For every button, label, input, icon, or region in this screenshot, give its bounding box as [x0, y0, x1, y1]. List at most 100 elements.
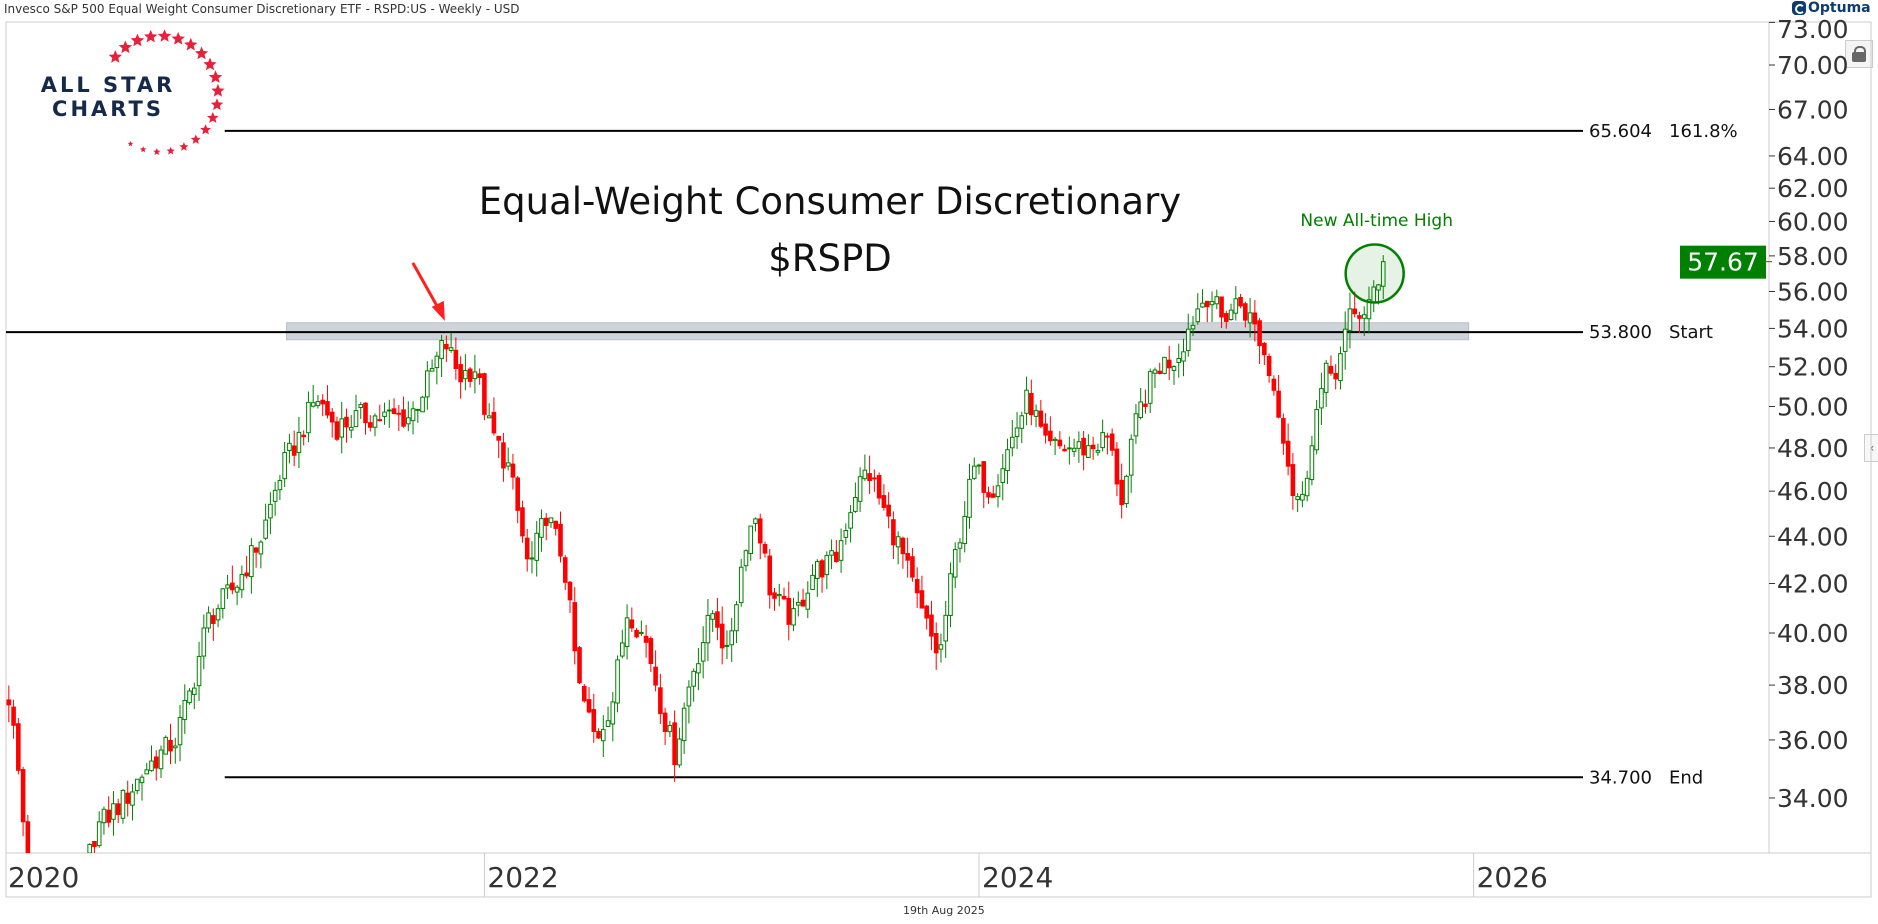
- candle-up: [158, 749, 164, 770]
- logo-star-icon: [207, 111, 219, 123]
- candle-up: [101, 808, 107, 824]
- candle-up: [1138, 401, 1143, 418]
- logo-star-icon: [139, 146, 147, 153]
- candle-up: [838, 540, 844, 561]
- lock-scale-button[interactable]: [1845, 40, 1873, 68]
- candle-down: [1043, 423, 1048, 436]
- y-tick-label: 48.00: [1777, 434, 1849, 463]
- logo-star-icon: [157, 29, 172, 42]
- candle-down: [629, 619, 635, 629]
- candle-up: [172, 745, 178, 749]
- candle-up: [1209, 301, 1215, 306]
- candle-down: [482, 373, 487, 415]
- candle-down: [1333, 372, 1338, 380]
- candle-up: [410, 408, 416, 422]
- candle-up: [139, 776, 145, 784]
- candle-up: [463, 369, 468, 380]
- candle-up: [130, 791, 135, 806]
- ath-annotation: New All-time High: [1300, 211, 1453, 231]
- candle-up: [1300, 493, 1305, 501]
- candle-up: [1185, 328, 1191, 352]
- candle-up: [225, 584, 230, 589]
- candle-down: [115, 803, 121, 815]
- candle-up: [282, 452, 287, 480]
- logo-star-icon: [171, 31, 185, 45]
- candle-up: [306, 401, 311, 434]
- candle-down: [981, 461, 987, 493]
- candle-up: [191, 687, 197, 695]
- candle-down: [501, 442, 506, 469]
- candle-up: [196, 655, 202, 687]
- x-tick-label: 2024: [982, 861, 1053, 894]
- candle-up: [372, 415, 378, 428]
- level-name-label: Start: [1669, 322, 1713, 343]
- candle-down: [467, 368, 473, 382]
- candle-up: [206, 612, 211, 629]
- candle-down: [1109, 433, 1115, 451]
- candle-down: [567, 581, 573, 601]
- candle-up: [263, 519, 268, 539]
- candle-down: [1290, 464, 1296, 497]
- logo-star-icon: [208, 70, 223, 83]
- candle-down: [1328, 365, 1334, 374]
- candle-up: [605, 720, 611, 728]
- candle-up: [249, 545, 254, 578]
- candle-down: [819, 560, 825, 578]
- candle-down: [1062, 448, 1067, 452]
- candle-up: [1309, 445, 1315, 481]
- lock-icon-body: [1852, 52, 1866, 62]
- candle-up: [548, 517, 554, 524]
- y-tick-label: 62.00: [1777, 174, 1849, 203]
- y-tick-label: 36.00: [1777, 726, 1849, 755]
- candle-down: [1105, 435, 1110, 438]
- y-tick-label: 70.00: [1777, 51, 1849, 80]
- candle-up: [310, 402, 316, 407]
- candle-up: [971, 465, 977, 479]
- red-arrow-shaft: [411, 262, 443, 314]
- logo-star-icon: [200, 124, 211, 135]
- candle-down: [558, 523, 563, 557]
- candle-down: [125, 792, 131, 804]
- y-tick-label: 50.00: [1777, 393, 1849, 422]
- lock-icon: [1854, 46, 1866, 56]
- candle-down: [914, 578, 920, 594]
- candle-down: [20, 769, 26, 823]
- logo-line1: ALL STAR: [41, 73, 176, 97]
- candle-up: [1033, 410, 1039, 417]
- candle-up: [220, 588, 226, 609]
- level-value-label: 34.700: [1589, 767, 1652, 788]
- candle-down: [867, 473, 872, 482]
- candle-down: [643, 635, 649, 643]
- candle-up: [1200, 302, 1205, 308]
- candle-up: [87, 843, 92, 853]
- candle-up: [1076, 441, 1082, 449]
- candle-down: [401, 409, 406, 427]
- candle-down: [905, 553, 910, 561]
- candle-up: [1338, 353, 1343, 382]
- logo-star-icon: [118, 40, 132, 54]
- candle-down: [391, 408, 397, 415]
- candle-up: [995, 485, 1001, 498]
- candle-up: [215, 608, 221, 621]
- candle-down: [591, 709, 597, 732]
- x-tick-label: 2022: [487, 861, 558, 894]
- candle-up: [967, 478, 972, 518]
- candle-up: [1228, 309, 1234, 320]
- candle-up: [1361, 314, 1367, 319]
- logo-star-icon: [166, 146, 175, 155]
- candle-up: [239, 573, 245, 591]
- candle-up: [829, 550, 834, 556]
- candle-down: [1271, 378, 1277, 391]
- candle-up: [748, 525, 754, 555]
- level-labels: 65.604 161.8% 53.800 Start 34.700 End: [1589, 121, 1738, 788]
- candle-up: [429, 368, 435, 372]
- candle-up: [743, 550, 749, 567]
- candle-down: [334, 421, 340, 440]
- all-star-charts-logo: ALL STAR CHARTS: [41, 29, 225, 155]
- candle-up: [1214, 296, 1220, 305]
- candle-down: [876, 475, 882, 499]
- candle-down: [230, 582, 235, 591]
- y-tick-label: 44.00: [1777, 522, 1849, 551]
- candle-down: [344, 416, 349, 428]
